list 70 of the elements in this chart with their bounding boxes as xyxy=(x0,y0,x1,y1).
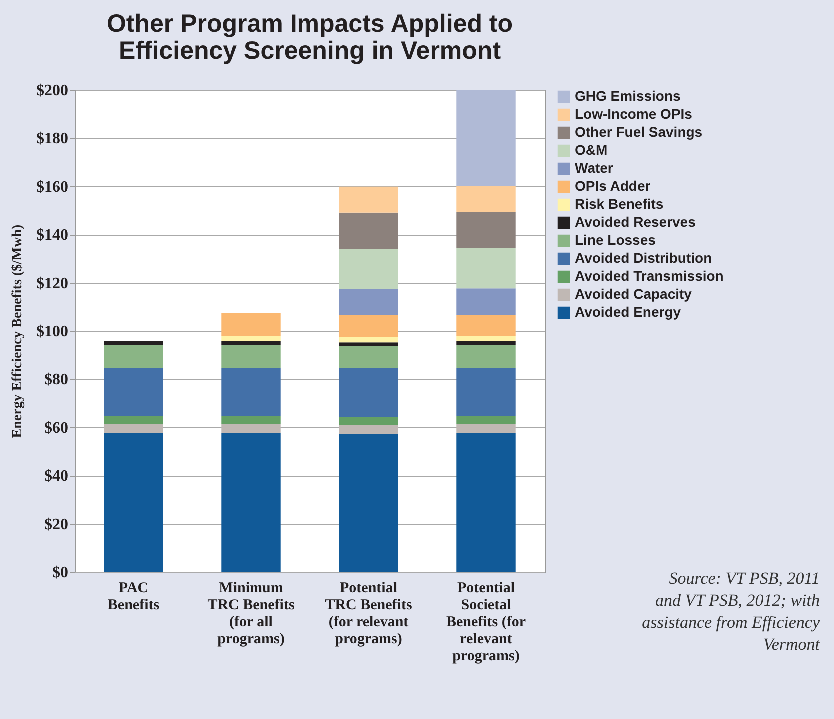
bar xyxy=(222,341,281,346)
bar xyxy=(456,433,516,572)
legend-label: Risk Benefits xyxy=(575,196,664,212)
bar xyxy=(456,90,516,186)
bar xyxy=(222,345,281,368)
bar xyxy=(339,425,398,434)
bar xyxy=(339,315,398,338)
bar xyxy=(339,186,398,213)
y-tick-label: $60 xyxy=(44,420,68,437)
legend-label: Line Losses xyxy=(575,232,656,248)
bar xyxy=(456,416,516,424)
legend-label: GHG Emissions xyxy=(575,88,682,104)
bar xyxy=(339,368,398,418)
y-tick-label: $200 xyxy=(36,82,68,100)
legend-label: Avoided Energy xyxy=(575,304,682,320)
x-tick-label: Minimum TRC Benefits (for all programs) xyxy=(208,580,295,648)
bar xyxy=(339,417,398,426)
source-note: Source: VT PSB, 2011 and VT PSB, 2012; with assistance from Efficiency Vermont xyxy=(641,568,820,656)
x-tick-label: Potential Societal Benefits (for relevant programs) xyxy=(446,580,526,664)
y-tick-label: $20 xyxy=(44,516,68,534)
bar xyxy=(339,342,398,346)
y-tick-label: $40 xyxy=(44,468,68,486)
legend-label: Avoided Capacity xyxy=(575,286,692,302)
legend-label: O&M xyxy=(575,142,608,158)
bar xyxy=(339,212,398,250)
y-tick-label: $80 xyxy=(44,372,68,389)
bar xyxy=(104,341,164,346)
legend-label: Avoided Reserves xyxy=(575,214,696,230)
y-axis-title: Energy Efficiency Benefits ($/Mwh) xyxy=(10,224,26,438)
bar xyxy=(222,433,281,572)
legend-label: Avoided Transmission xyxy=(575,268,724,284)
bar xyxy=(104,424,164,434)
bar xyxy=(222,368,281,416)
legend-label: Other Fuel Savings xyxy=(575,124,703,140)
y-tick-label: $160 xyxy=(36,178,68,196)
y-tick-label: $100 xyxy=(36,324,68,340)
bar xyxy=(456,186,516,212)
y-tick-label: $180 xyxy=(36,130,68,148)
bar xyxy=(339,290,398,316)
bar xyxy=(339,337,398,343)
bar xyxy=(339,249,398,290)
bar xyxy=(104,416,164,424)
y-tick-label: $120 xyxy=(36,275,68,292)
bar xyxy=(222,336,281,342)
bar xyxy=(456,212,516,248)
bar xyxy=(222,313,281,336)
bar xyxy=(339,434,398,572)
legend-label: Low-Income OPIs xyxy=(575,106,693,122)
bar xyxy=(456,315,516,336)
bar xyxy=(104,368,164,416)
bar xyxy=(456,345,516,368)
legend-label: Water xyxy=(575,160,614,176)
y-tick-label: $0 xyxy=(52,564,68,582)
y-tick-label: $140 xyxy=(36,227,68,244)
bar xyxy=(456,341,516,346)
chart-title: Other Program Impacts Applied to Efficiency Screening in Vermont xyxy=(106,10,514,65)
x-tick-label: PAC Benefits xyxy=(108,580,160,614)
legend-label: OPIs Adder xyxy=(575,178,652,194)
bar xyxy=(456,248,516,289)
bar xyxy=(339,346,398,368)
x-tick-label: Potential TRC Benefits (for relevant programs) xyxy=(325,580,412,648)
bar xyxy=(222,424,281,434)
bar xyxy=(104,433,164,572)
bar xyxy=(222,416,281,424)
bar xyxy=(456,368,516,416)
bar xyxy=(456,424,516,434)
bar xyxy=(104,345,164,368)
bar xyxy=(456,336,516,342)
legend-label: Avoided Distribution xyxy=(575,250,712,266)
bar xyxy=(456,288,516,316)
